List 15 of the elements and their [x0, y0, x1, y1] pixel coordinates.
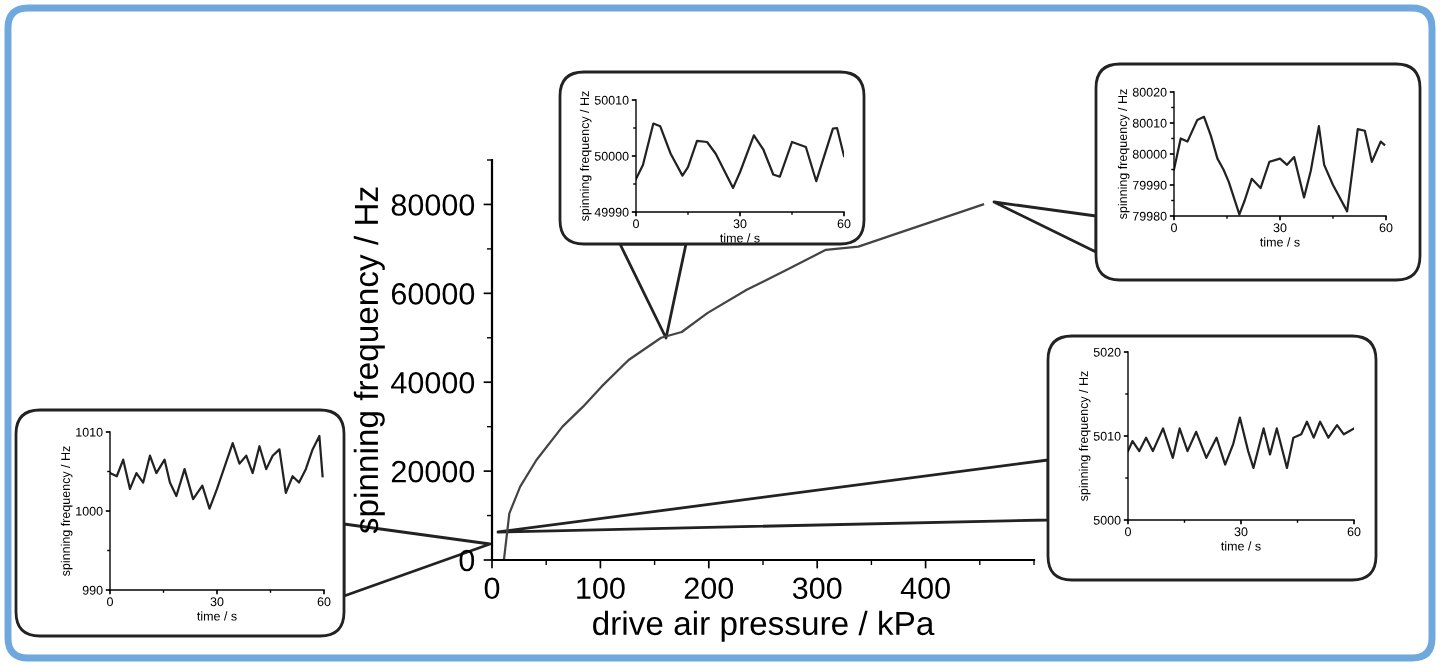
y-tick-label: 60000: [391, 283, 475, 305]
line-series: [110, 434, 324, 510]
line-series: [1128, 416, 1354, 470]
y-tick-label: 20000: [391, 460, 475, 483]
x-tick-label: 200: [684, 577, 734, 600]
y-tick-label: 0: [459, 549, 475, 572]
line-series: [636, 122, 844, 190]
y-axis-title: spinning frequency / Hz: [353, 187, 385, 534]
x-tick-label: 400: [900, 577, 950, 600]
x-tick-label: 300: [792, 577, 842, 600]
x-axis-title: drive air pressure / kPa: [593, 610, 935, 642]
y-tick-label: 40000: [391, 371, 475, 394]
x-tick-label: 100: [577, 577, 625, 600]
y-tick-label: 80000: [391, 194, 475, 216]
x-tick-label: 0: [484, 577, 500, 600]
